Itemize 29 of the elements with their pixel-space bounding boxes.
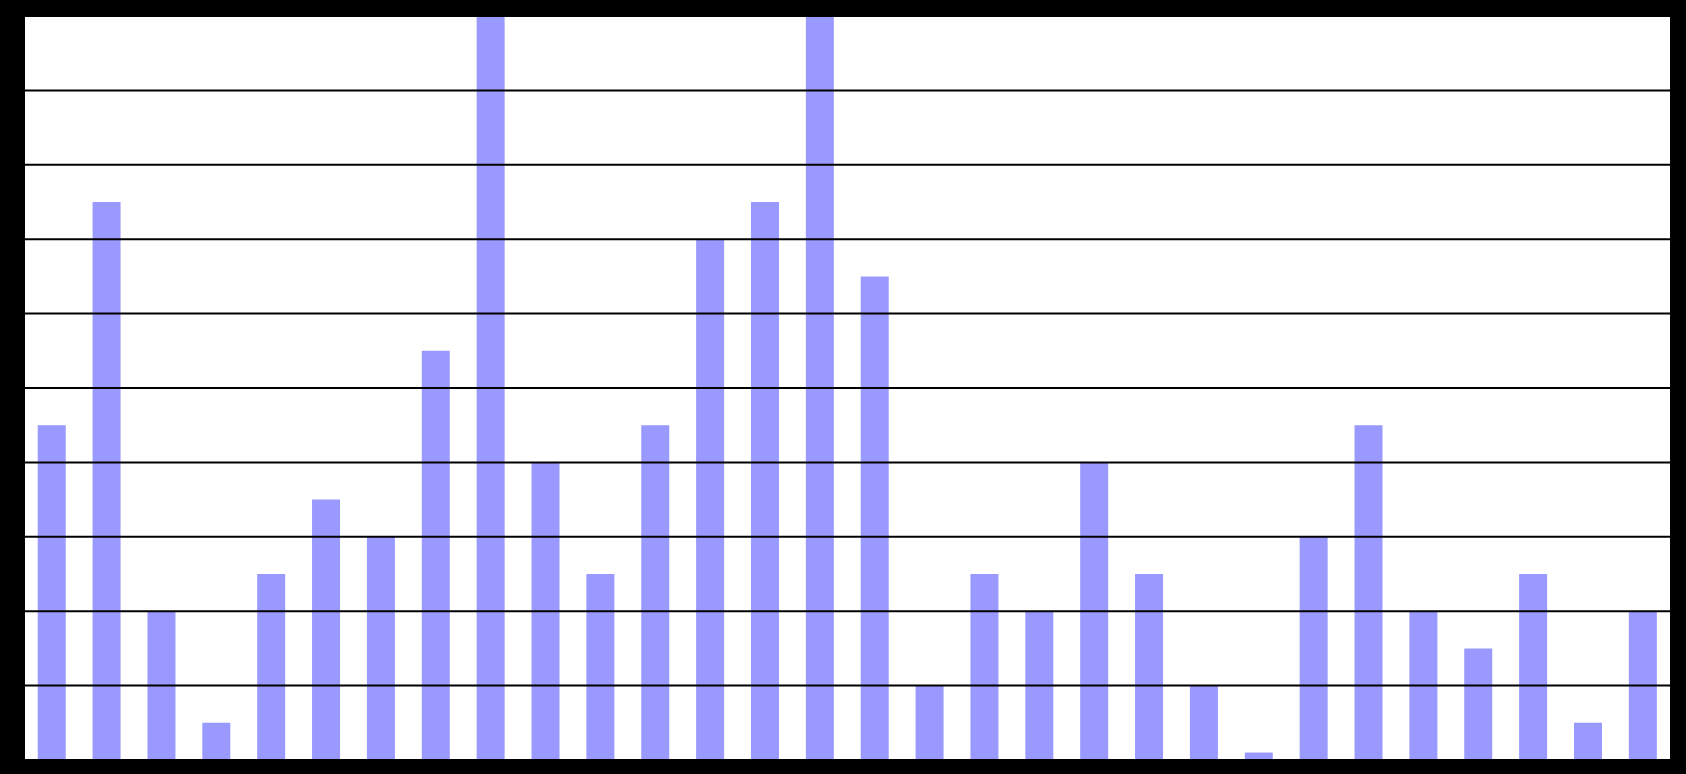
bar: [641, 425, 670, 760]
bar: [805, 16, 834, 760]
bar: [1299, 536, 1328, 760]
bar: [750, 202, 779, 760]
bar: [1409, 611, 1438, 760]
bar: [1189, 685, 1218, 760]
bar: [1080, 462, 1109, 760]
bar: [1354, 425, 1383, 760]
bar: [1519, 574, 1548, 760]
bar: [257, 574, 286, 760]
bar: [366, 536, 395, 760]
bar: [696, 239, 725, 760]
bar: [202, 722, 231, 760]
bar: [37, 425, 66, 760]
bar: [531, 462, 560, 760]
bar: [476, 16, 505, 760]
bar: [915, 685, 944, 760]
bar: [421, 350, 450, 760]
bar: [1628, 611, 1657, 760]
bar: [1573, 722, 1602, 760]
bar: [147, 611, 176, 760]
bar: [970, 574, 999, 760]
bar: [92, 202, 121, 760]
bar: [1025, 611, 1054, 760]
bar: [1135, 574, 1164, 760]
bar: [312, 499, 341, 760]
bar: [1464, 648, 1493, 760]
bar: [586, 574, 615, 760]
bar: [860, 276, 889, 760]
